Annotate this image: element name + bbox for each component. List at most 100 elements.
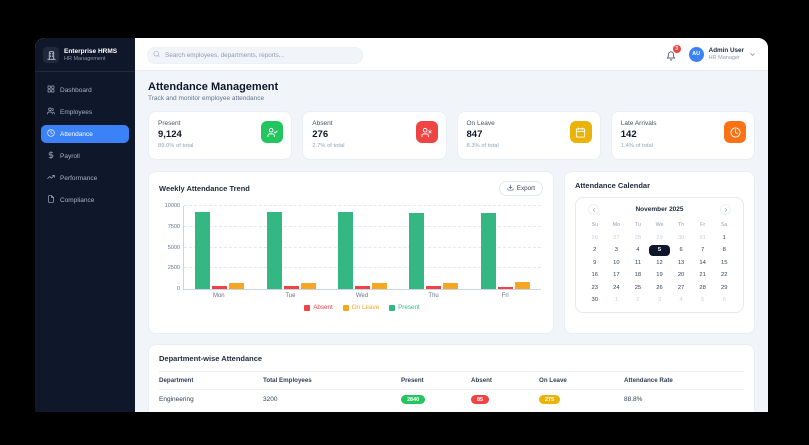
calendar-day[interactable]: 31 bbox=[699, 234, 706, 241]
notifications-button[interactable]: 3 bbox=[666, 45, 681, 61]
legend-swatch bbox=[342, 304, 349, 311]
chart-plot-wrap: 0 2500 5000 7500 10000 Mon Tue Wed Thu Fri Absen… bbox=[165, 203, 541, 311]
calendar-day[interactable]: 22 bbox=[720, 272, 728, 279]
absent-badge: 85 bbox=[471, 395, 490, 404]
bar-present bbox=[195, 211, 211, 289]
calendar-day[interactable]: 28 bbox=[634, 234, 642, 241]
calendar-day[interactable]: 17 bbox=[613, 272, 620, 279]
calendar-day[interactable]: 3 bbox=[614, 247, 618, 254]
calendar-day[interactable]: 4 bbox=[679, 297, 683, 304]
stat-subtext: 89.0% of total bbox=[158, 143, 194, 149]
legend-item-present: Present bbox=[389, 304, 420, 311]
cell-absent: 85 bbox=[471, 390, 539, 409]
bar-group-mon bbox=[195, 206, 245, 289]
present-badge: 2840 bbox=[401, 395, 426, 404]
calendar-day[interactable]: 26 bbox=[591, 234, 598, 241]
calendar-day[interactable]: 11 bbox=[634, 259, 641, 266]
sidebar-item-compliance[interactable]: Compliance bbox=[41, 191, 129, 209]
calendar-prev-button[interactable] bbox=[588, 204, 599, 215]
sidebar-item-label: Performance bbox=[60, 174, 98, 182]
calendar-day[interactable]: 16 bbox=[591, 272, 598, 279]
calendar-day[interactable]: 25 bbox=[634, 284, 642, 291]
stat-label: Present bbox=[158, 120, 181, 127]
calendar-day[interactable]: 29 bbox=[656, 234, 663, 241]
calendar-day[interactable]: 9 bbox=[593, 259, 597, 266]
gridline bbox=[184, 267, 541, 269]
search-input[interactable] bbox=[147, 47, 363, 64]
calendar-day[interactable]: 1 bbox=[722, 234, 726, 241]
sidebar-item-employees[interactable]: Employees bbox=[41, 103, 129, 121]
user-check-icon bbox=[261, 121, 284, 143]
users-icon bbox=[47, 107, 55, 117]
table-title: Department-wise Attendance bbox=[159, 354, 263, 363]
topbar-right: 3 AU Admin User HR Manager bbox=[666, 45, 756, 63]
table-column-header: On Leave bbox=[539, 377, 567, 384]
calendar-day[interactable]: 19 bbox=[656, 272, 663, 279]
sidebar-item-label: Payroll bbox=[60, 152, 80, 160]
calendar-day[interactable]: 12 bbox=[656, 259, 663, 266]
sidebar-item-dashboard[interactable]: Dashboard bbox=[41, 81, 129, 99]
stat-value: 9,124 bbox=[158, 129, 182, 140]
brand-subtitle: HR Management bbox=[64, 56, 106, 63]
calendar-day[interactable]: 2 bbox=[636, 297, 640, 304]
cell-attendance-rate: 88.8% bbox=[624, 396, 643, 403]
calendar-day[interactable]: 7 bbox=[701, 247, 705, 254]
calendar-day[interactable]: 30 bbox=[591, 297, 598, 304]
department-attendance-card: Department-wise Attendance Department Tot… bbox=[148, 344, 755, 412]
bar-group-fri bbox=[480, 206, 530, 289]
calendar-weekday: Sa bbox=[720, 222, 728, 228]
calendar-day[interactable]: 28 bbox=[699, 284, 706, 291]
calendar-day[interactable]: 3 bbox=[657, 297, 662, 304]
bar-group-tue bbox=[266, 206, 316, 289]
bar-group-wed bbox=[337, 206, 387, 289]
calendar-day[interactable]: 29 bbox=[720, 284, 728, 291]
calendar-day[interactable]: 8 bbox=[722, 247, 726, 254]
sidebar-item-payroll[interactable]: Payroll bbox=[41, 147, 129, 165]
calendar-next-button[interactable] bbox=[720, 204, 731, 215]
bar-present bbox=[480, 212, 496, 289]
calendar-day[interactable]: 20 bbox=[677, 272, 685, 279]
calendar-day[interactable]: 27 bbox=[613, 234, 620, 241]
calendar-day[interactable]: 21 bbox=[699, 272, 706, 279]
calendar-day[interactable]: 26 bbox=[656, 284, 663, 291]
calendar-day[interactable]: 15 bbox=[720, 259, 728, 266]
y-axis-tick: 0 bbox=[176, 286, 180, 292]
export-button[interactable]: Export bbox=[498, 181, 543, 196]
stat-value: 142 bbox=[620, 129, 637, 140]
stat-card-present: Present 9,124 89.0% of total bbox=[148, 111, 293, 160]
calendar-day[interactable]: 10 bbox=[613, 259, 620, 266]
bell-icon bbox=[666, 48, 676, 65]
calendar-month-label: November 2025 bbox=[635, 206, 684, 213]
calendar-day[interactable]: 5 bbox=[701, 297, 705, 304]
calendar-title: Attendance Calendar bbox=[575, 181, 651, 190]
calendar-day[interactable]: 24 bbox=[613, 284, 620, 291]
bar-absent bbox=[426, 285, 442, 289]
calendar-day[interactable]: 27 bbox=[677, 284, 685, 291]
calendar-day[interactable]: 6 bbox=[722, 297, 726, 304]
bar-on-leave bbox=[371, 283, 387, 289]
user-role: HR Manager bbox=[708, 55, 740, 62]
calendar-day[interactable]: 1 bbox=[614, 297, 618, 304]
calendar-day-selected[interactable]: 5 bbox=[648, 244, 671, 256]
calendar-day[interactable]: 30 bbox=[677, 234, 685, 241]
bar-on-leave bbox=[300, 282, 316, 289]
calendar-day[interactable]: 4 bbox=[636, 247, 640, 254]
table-column-header: Department bbox=[159, 377, 194, 384]
y-axis-tick: 10000 bbox=[164, 203, 180, 209]
table-column-header: Present bbox=[401, 377, 424, 384]
calendar-day[interactable]: 2 bbox=[593, 247, 597, 254]
document-icon bbox=[47, 195, 55, 205]
calendar-day[interactable]: 6 bbox=[679, 247, 683, 254]
bar-on-leave bbox=[443, 282, 459, 289]
sidebar-item-attendance[interactable]: Attendance bbox=[41, 125, 129, 143]
calendar-weekday: Mo bbox=[612, 222, 621, 228]
calendar-day[interactable]: 23 bbox=[591, 284, 598, 291]
calendar-day[interactable]: 18 bbox=[634, 272, 642, 279]
user-menu[interactable]: AU Admin User HR Manager bbox=[688, 45, 756, 63]
department-table: Department Total Employees Present Absent On… bbox=[159, 371, 744, 409]
sidebar-item-performance[interactable]: Performance bbox=[41, 169, 129, 187]
calendar-day[interactable]: 13 bbox=[677, 259, 685, 266]
calendar-day[interactable]: 14 bbox=[699, 259, 706, 266]
chevron-down-icon bbox=[749, 45, 756, 63]
grid-icon bbox=[47, 85, 55, 95]
